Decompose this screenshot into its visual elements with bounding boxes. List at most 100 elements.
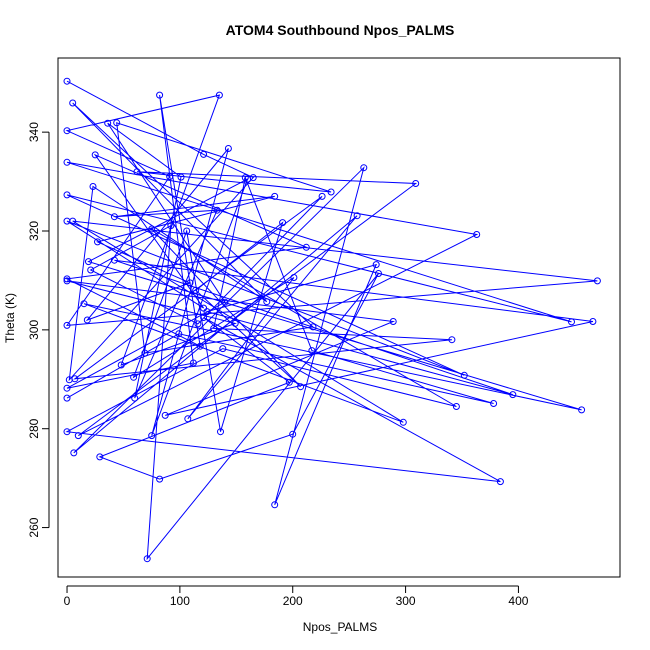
x-axis: 0 100 200 300 400: [64, 585, 529, 608]
data-point: [297, 383, 305, 391]
data-point: [175, 330, 183, 338]
data-point: [143, 555, 151, 563]
data-point: [70, 449, 78, 457]
data-point: [231, 319, 239, 327]
data-point: [399, 418, 407, 426]
data-point: [496, 478, 504, 486]
data-point: [91, 151, 99, 159]
y-tick-label: 320: [27, 221, 41, 241]
data-point: [80, 300, 88, 308]
plot-frame: [57, 57, 621, 578]
data-point: [148, 432, 156, 440]
data-point: [412, 180, 420, 187]
data-point: [117, 361, 125, 369]
data-point: [302, 243, 310, 251]
x-tick-label: 0: [64, 594, 71, 608]
y-tick-label: 340: [27, 122, 41, 142]
data-point: [141, 349, 149, 357]
data-point: [327, 188, 335, 196]
data-point: [87, 266, 95, 274]
data-point: [375, 270, 382, 277]
data-point: [63, 428, 71, 436]
data-point: [290, 274, 298, 281]
data-point: [289, 430, 297, 438]
data-point: [94, 238, 101, 246]
data-point: [309, 323, 317, 331]
data-point: [63, 321, 71, 329]
data-point: [69, 217, 77, 225]
data-point: [85, 258, 92, 266]
data-point: [186, 279, 194, 287]
x-tick-label: 400: [508, 594, 528, 608]
data-point: [63, 384, 71, 392]
data-point: [448, 336, 456, 344]
data-point: [372, 261, 380, 269]
y-axis-label: Theta (K): [3, 293, 17, 343]
series-layer: [63, 77, 601, 563]
data-point: [63, 158, 71, 166]
data-point: [219, 345, 227, 353]
data-point: [184, 415, 192, 423]
x-tick-label: 300: [396, 594, 416, 608]
x-tick-label: 200: [283, 594, 303, 608]
data-point: [509, 391, 517, 399]
data-point: [593, 277, 601, 285]
data-point: [578, 406, 586, 414]
y-tick-label: 280: [27, 418, 41, 438]
data-point: [589, 318, 597, 325]
data-point: [360, 164, 368, 172]
data-point: [460, 371, 468, 379]
data-point: [130, 373, 138, 381]
data-point: [192, 286, 200, 294]
data-point: [71, 375, 79, 383]
x-tick-label: 100: [170, 594, 190, 608]
data-point: [271, 192, 279, 200]
data-point: [104, 119, 112, 127]
y-axis: 260 280 300 320 340: [27, 122, 50, 538]
data-point: [156, 475, 164, 483]
series-line: [65, 80, 598, 561]
y-tick-label: 300: [27, 320, 41, 340]
data-point: [490, 400, 498, 407]
data-point: [110, 256, 118, 264]
data-point: [96, 453, 104, 461]
data-point: [167, 222, 175, 230]
data-point: [63, 277, 71, 285]
data-point: [285, 378, 293, 386]
data-point: [271, 501, 279, 509]
data-point: [161, 411, 169, 419]
x-axis-label: Npos_PALMS: [303, 620, 377, 634]
data-point: [200, 314, 208, 321]
data-point: [148, 225, 156, 233]
data-point: [353, 212, 361, 220]
data-point: [69, 99, 77, 107]
data-point: [63, 191, 71, 199]
data-point: [473, 231, 481, 238]
data-point: [221, 298, 229, 306]
data-point: [196, 342, 204, 350]
data-point: [308, 347, 316, 355]
data-point: [133, 168, 141, 176]
data-point: [224, 145, 232, 152]
y-tick-label: 260: [27, 517, 41, 537]
data-point: [389, 318, 397, 325]
data-point: [74, 432, 82, 440]
data-point: [194, 320, 202, 328]
data-point: [189, 359, 197, 367]
data-point: [131, 394, 139, 402]
data-point: [83, 316, 91, 324]
data-point: [166, 173, 174, 181]
data-point: [210, 324, 218, 332]
data-point: [452, 403, 460, 410]
data-point: [213, 206, 221, 214]
data-point: [241, 174, 249, 182]
data-point: [215, 91, 223, 99]
data-point: [113, 119, 121, 127]
data-point: [568, 318, 575, 326]
data-point: [183, 227, 191, 235]
chart-title: ATOM4 Southbound Npos_PALMS: [226, 22, 455, 38]
data-point: [318, 192, 326, 200]
data-point: [279, 219, 287, 227]
